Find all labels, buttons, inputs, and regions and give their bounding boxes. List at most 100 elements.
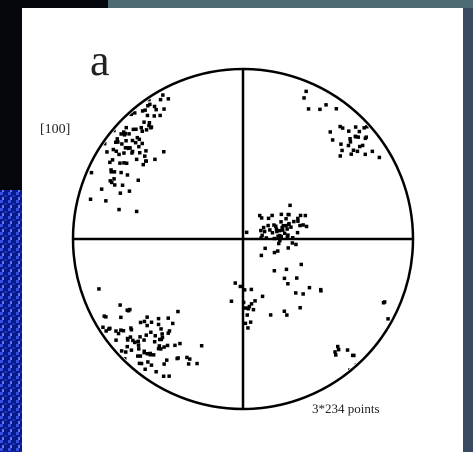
pole-point — [120, 142, 124, 146]
pole-point — [279, 212, 284, 217]
pole-point — [301, 292, 305, 296]
pole-point — [156, 346, 161, 351]
pole-point — [347, 129, 351, 133]
pole-point — [160, 332, 164, 336]
pole-point — [298, 306, 302, 310]
pole-point — [285, 227, 289, 231]
pole-point — [144, 159, 148, 163]
pole-point — [111, 147, 116, 152]
pole-point — [151, 353, 156, 357]
pole-point — [289, 225, 293, 229]
pole-point — [336, 344, 340, 349]
pole-point — [157, 344, 162, 348]
pole-point — [165, 343, 170, 348]
pole-point — [299, 262, 303, 267]
pole-point — [294, 242, 298, 247]
pole-point — [171, 321, 175, 326]
pole-point — [363, 152, 367, 157]
pole-point — [108, 179, 112, 183]
pole-point — [144, 333, 148, 337]
pole-point — [162, 362, 166, 366]
pole-point — [276, 249, 280, 253]
pole-point — [117, 152, 121, 157]
pole-point — [134, 127, 138, 131]
pole-point — [188, 357, 192, 361]
pole-point — [112, 177, 116, 181]
pole-point — [199, 344, 204, 348]
pole-point — [126, 146, 131, 151]
pole-point — [136, 178, 140, 182]
pole-point — [176, 309, 180, 314]
pole-point — [118, 303, 122, 307]
pole-point — [158, 97, 163, 102]
pole-point — [136, 354, 140, 358]
pole-point — [124, 139, 128, 143]
pole-point — [126, 309, 131, 313]
pole-point — [121, 329, 126, 333]
pole-point — [259, 253, 264, 258]
pole-point — [284, 267, 289, 272]
pole-point — [349, 152, 353, 156]
pole-point — [346, 143, 351, 148]
pole-point — [263, 246, 267, 251]
pole-point — [119, 132, 123, 136]
pole-point — [130, 138, 135, 143]
pole-point — [123, 146, 128, 150]
pole-point — [144, 149, 148, 153]
pole-point — [274, 227, 279, 231]
pole-point — [370, 149, 375, 154]
pole-point — [136, 339, 140, 344]
pole-point — [243, 321, 248, 326]
pole-point — [186, 362, 191, 366]
pole-point — [162, 150, 166, 154]
pole-point — [276, 234, 280, 238]
pole-point — [144, 128, 149, 132]
pole-point — [242, 288, 247, 292]
pole-point — [339, 142, 343, 146]
pole-point — [158, 113, 162, 118]
pole-point — [284, 223, 288, 228]
pole-point — [114, 149, 118, 153]
pole-point — [285, 235, 290, 239]
pole-point — [123, 131, 127, 136]
pole-point — [125, 344, 129, 349]
pole-point — [249, 302, 254, 306]
pole-point — [362, 126, 366, 130]
pole-point — [134, 157, 139, 162]
pole-point — [162, 345, 166, 349]
pole-point — [272, 250, 277, 255]
pole-point — [266, 216, 271, 221]
pole-point — [114, 140, 118, 144]
pole-point — [119, 315, 123, 320]
pole-point — [334, 353, 338, 357]
pole-point — [338, 154, 342, 158]
pole-point — [139, 361, 144, 366]
pole-point — [138, 354, 143, 358]
pole-point — [348, 140, 353, 144]
pole-point — [143, 108, 147, 112]
pole-point — [285, 313, 289, 317]
pole-point — [233, 281, 237, 285]
pole-point — [259, 228, 263, 233]
pole-point — [129, 348, 134, 352]
pole-point — [357, 129, 362, 134]
pole-point — [282, 231, 287, 236]
pole-point — [116, 140, 120, 144]
pole-point — [131, 338, 135, 343]
pole-point — [248, 320, 253, 324]
pole-point — [345, 348, 350, 352]
pole-point — [288, 203, 292, 208]
pole-point — [149, 320, 154, 324]
pole-point — [304, 89, 308, 94]
pole-point — [355, 149, 360, 154]
pole-point — [158, 337, 162, 342]
pole-point — [286, 282, 290, 286]
pole-point — [295, 230, 300, 235]
pole-point — [137, 361, 142, 366]
pole-point — [137, 347, 141, 351]
pole-point — [126, 338, 130, 342]
pole-point — [127, 189, 132, 193]
pole-point — [122, 161, 126, 165]
pole-point — [360, 143, 365, 148]
pole-point — [290, 241, 295, 245]
